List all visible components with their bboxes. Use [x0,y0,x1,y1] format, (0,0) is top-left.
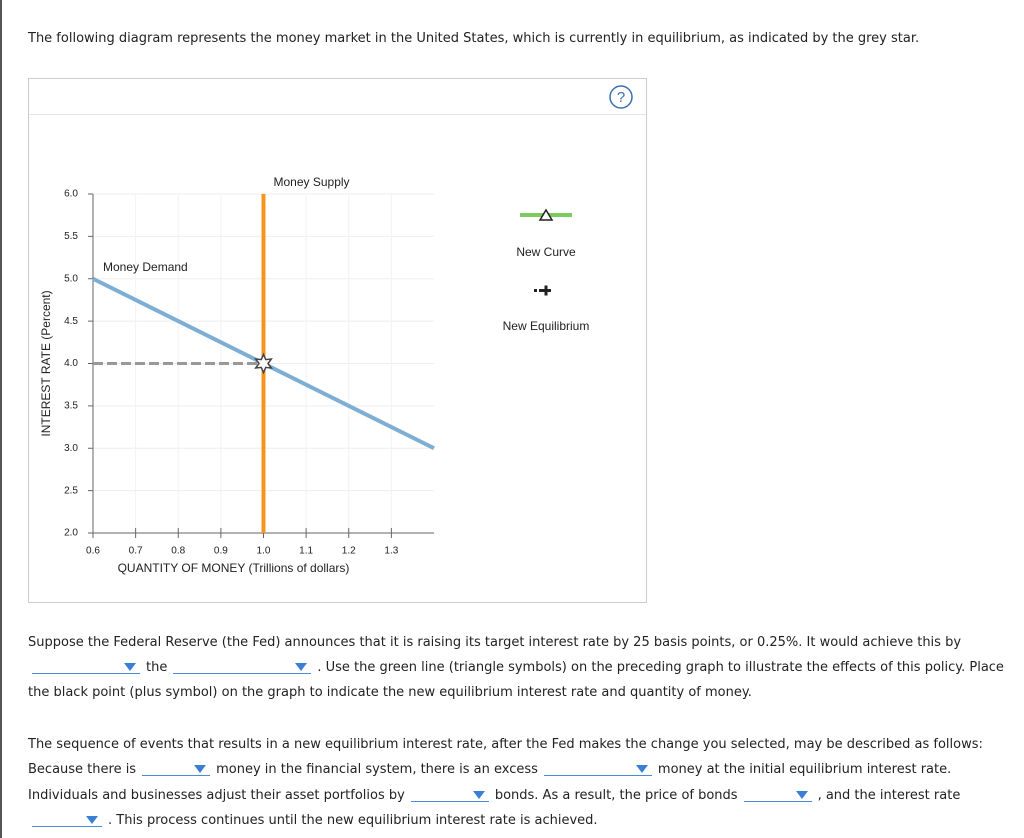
text: the black point (plus symbol) on the gra… [28,685,752,700]
panel-border [28,78,647,603]
text: Suppose the Federal Reserve (the Fed) an… [28,635,962,650]
y-axis-title: INTEREST RATE (Percent) [39,290,53,436]
y-tick-label: 4.0 [64,358,78,369]
tool-dot [539,289,542,292]
sequence-line: Individuals and businesses adjust their … [28,787,960,805]
equilibrium-star [254,352,273,375]
text: Because there is [28,762,137,777]
tool-label: New Equilibrium [503,319,590,333]
x-tick-label: 1.2 [342,546,356,557]
text: . This process continues until the new e… [108,813,598,828]
x-axis-title: QUANTITY OF MONEY (Trillions of dollars) [118,561,350,575]
y-tick-label: 6.0 [64,189,78,200]
y-tick-label: 4.5 [64,316,78,327]
y-tick-label: 5.5 [64,231,78,242]
text: Individuals and businesses adjust their … [28,788,405,803]
series-label: Money Supply [274,175,350,189]
y-tick-label: 3.0 [64,443,78,454]
x-tick-label: 0.8 [171,546,185,557]
dropdown[interactable] [32,812,102,827]
x-tick-label: 0.6 [86,546,100,557]
x-tick-label: 1.0 [257,546,271,557]
intro: The following diagram represents the mon… [28,31,920,46]
text: bonds. As a result, the price of bonds [494,788,738,803]
tool-triangle [538,208,554,221]
x-tick-label: 0.7 [129,546,143,557]
dropdown[interactable] [142,761,211,776]
help-button[interactable] [609,85,633,109]
sequence-intro: The sequence of events that results in a… [28,737,983,752]
series-label: Money Demand [103,260,188,274]
dropdown[interactable] [543,761,652,776]
text: . Use the green line (triangle symbols) … [317,660,1004,675]
tool-label: New Curve [516,245,576,259]
y-tick-label: 2.0 [64,528,78,539]
sequence-line: . This process continues until the new e… [30,812,598,830]
page-edge [0,0,2,838]
y-tick-label: 5.0 [64,273,78,284]
dropdown[interactable] [173,659,312,674]
tool-plus [541,285,551,296]
dropdown[interactable] [32,659,140,674]
text: the [146,660,168,675]
text: , and the interest rate [817,788,961,803]
x-tick-label: 1.1 [299,546,313,557]
graph-panel: ? 2.0 2.5 3.0 3.5 4.0 4.5 5.0 5.5 6.0 0.6 0.7 0.8 0.… [28,78,647,603]
x-tick-label: 1.3 [384,546,398,557]
question-line: the black point (plus symbol) on the gra… [28,684,752,702]
tool-dot [534,289,537,292]
help-icon[interactable]: ? [617,89,625,106]
x-tick-label: 0.9 [214,546,228,557]
text: money in the financial system, there is … [216,762,538,777]
question-line: Suppose the Federal Reserve (the Fed) an… [28,634,961,652]
plot: 2.0 2.5 3.0 3.5 4.0 4.5 5.0 5.5 6.0 0.6 0.7 0.8 0.9 1… [39,175,435,575]
dropdown[interactable] [743,787,812,802]
dropdown[interactable] [410,787,489,802]
question-line: the . Use the green line (triangle symbol… [30,659,1004,677]
y-tick-label: 3.5 [64,401,78,412]
text: money at the initial equilibrium interes… [657,762,952,777]
sequence-line: Because there is money in the financial s… [28,761,951,779]
y-tick-label: 2.5 [64,485,78,496]
